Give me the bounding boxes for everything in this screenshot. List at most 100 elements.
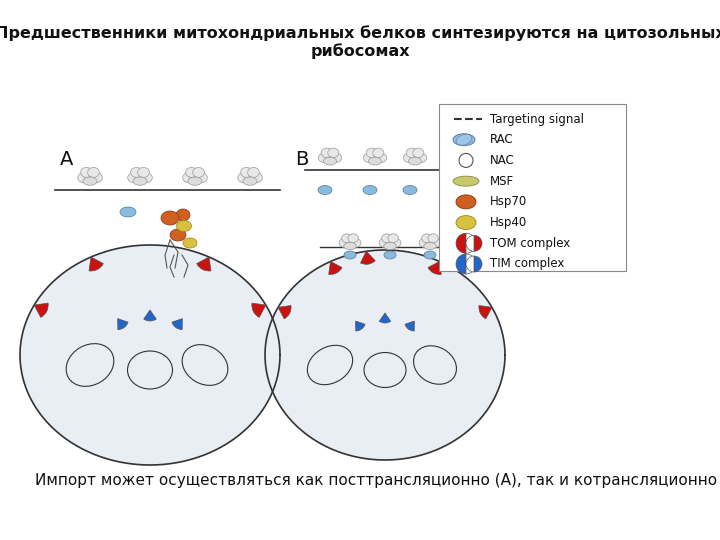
- Text: B: B: [295, 150, 308, 169]
- Ellipse shape: [318, 186, 332, 194]
- Ellipse shape: [238, 173, 249, 183]
- Ellipse shape: [176, 220, 192, 232]
- Ellipse shape: [461, 153, 472, 163]
- Wedge shape: [361, 251, 375, 264]
- Ellipse shape: [425, 236, 435, 245]
- Ellipse shape: [133, 177, 147, 185]
- Ellipse shape: [424, 251, 436, 259]
- Ellipse shape: [248, 167, 259, 177]
- Ellipse shape: [382, 234, 392, 242]
- Ellipse shape: [161, 211, 179, 225]
- Wedge shape: [34, 303, 48, 318]
- FancyBboxPatch shape: [439, 104, 626, 271]
- Wedge shape: [405, 321, 415, 331]
- Ellipse shape: [413, 148, 424, 158]
- Ellipse shape: [454, 150, 466, 160]
- Ellipse shape: [186, 167, 197, 177]
- Wedge shape: [278, 306, 291, 319]
- Ellipse shape: [130, 167, 143, 177]
- Ellipse shape: [366, 148, 377, 158]
- Ellipse shape: [83, 177, 97, 185]
- Text: Импорт может осуществляться как посттрансляционно (А), так и котрансляционно (В): Импорт может осуществляться как посттран…: [35, 473, 720, 488]
- Ellipse shape: [321, 148, 332, 158]
- Ellipse shape: [330, 153, 341, 163]
- Text: TOM complex: TOM complex: [490, 237, 570, 250]
- Ellipse shape: [403, 186, 417, 194]
- Ellipse shape: [384, 236, 395, 245]
- Ellipse shape: [424, 242, 436, 249]
- Ellipse shape: [343, 242, 356, 249]
- Ellipse shape: [369, 150, 381, 160]
- Wedge shape: [329, 261, 342, 274]
- Ellipse shape: [138, 167, 149, 177]
- Wedge shape: [428, 261, 441, 274]
- Ellipse shape: [193, 167, 204, 177]
- Ellipse shape: [91, 173, 102, 183]
- Polygon shape: [265, 250, 505, 460]
- Ellipse shape: [369, 157, 382, 165]
- Ellipse shape: [351, 239, 361, 247]
- Wedge shape: [117, 319, 128, 329]
- Ellipse shape: [78, 173, 89, 183]
- Ellipse shape: [244, 170, 256, 180]
- Ellipse shape: [188, 177, 202, 185]
- Text: Предшественники митохондриальных белков синтезируются на цитозольных: Предшественники митохондриальных белков …: [0, 25, 720, 40]
- Ellipse shape: [384, 242, 396, 249]
- Text: TIM complex: TIM complex: [490, 258, 564, 271]
- Wedge shape: [474, 235, 482, 251]
- Ellipse shape: [422, 234, 432, 242]
- Text: Hsp70: Hsp70: [490, 195, 527, 208]
- Ellipse shape: [428, 234, 438, 242]
- Ellipse shape: [364, 153, 374, 163]
- Ellipse shape: [183, 238, 197, 248]
- Ellipse shape: [307, 345, 353, 384]
- Ellipse shape: [388, 234, 398, 242]
- Ellipse shape: [344, 251, 356, 259]
- Ellipse shape: [449, 153, 459, 163]
- Ellipse shape: [453, 134, 475, 146]
- Wedge shape: [466, 254, 476, 274]
- Wedge shape: [252, 303, 266, 318]
- Ellipse shape: [84, 170, 96, 180]
- Text: NAC: NAC: [490, 154, 515, 167]
- Ellipse shape: [66, 343, 114, 386]
- Ellipse shape: [251, 173, 262, 183]
- Ellipse shape: [413, 346, 456, 384]
- Text: RAC: RAC: [490, 133, 513, 146]
- Ellipse shape: [240, 167, 252, 177]
- Ellipse shape: [323, 157, 337, 165]
- Ellipse shape: [127, 173, 140, 183]
- Wedge shape: [479, 306, 492, 319]
- Ellipse shape: [318, 153, 330, 163]
- Ellipse shape: [134, 170, 146, 180]
- Wedge shape: [456, 233, 466, 253]
- Ellipse shape: [410, 150, 420, 160]
- Ellipse shape: [170, 229, 186, 241]
- Ellipse shape: [403, 153, 415, 163]
- Ellipse shape: [379, 239, 390, 247]
- Wedge shape: [466, 256, 474, 272]
- Ellipse shape: [384, 251, 396, 259]
- Ellipse shape: [348, 234, 359, 242]
- Ellipse shape: [364, 353, 406, 388]
- Ellipse shape: [120, 207, 136, 217]
- Ellipse shape: [325, 150, 336, 160]
- Text: рибосомах: рибосомах: [310, 43, 410, 59]
- Ellipse shape: [342, 234, 352, 242]
- Wedge shape: [474, 256, 482, 272]
- Ellipse shape: [456, 134, 472, 145]
- Ellipse shape: [406, 148, 417, 158]
- Ellipse shape: [196, 173, 207, 183]
- Ellipse shape: [243, 177, 257, 185]
- Text: A: A: [60, 150, 73, 169]
- Ellipse shape: [81, 167, 92, 177]
- Ellipse shape: [183, 173, 194, 183]
- Ellipse shape: [408, 157, 422, 165]
- Wedge shape: [466, 235, 474, 251]
- Ellipse shape: [431, 239, 441, 247]
- Ellipse shape: [390, 239, 401, 247]
- Ellipse shape: [451, 148, 462, 158]
- Ellipse shape: [127, 351, 173, 389]
- Wedge shape: [172, 319, 182, 329]
- Text: Hsp40: Hsp40: [490, 216, 527, 229]
